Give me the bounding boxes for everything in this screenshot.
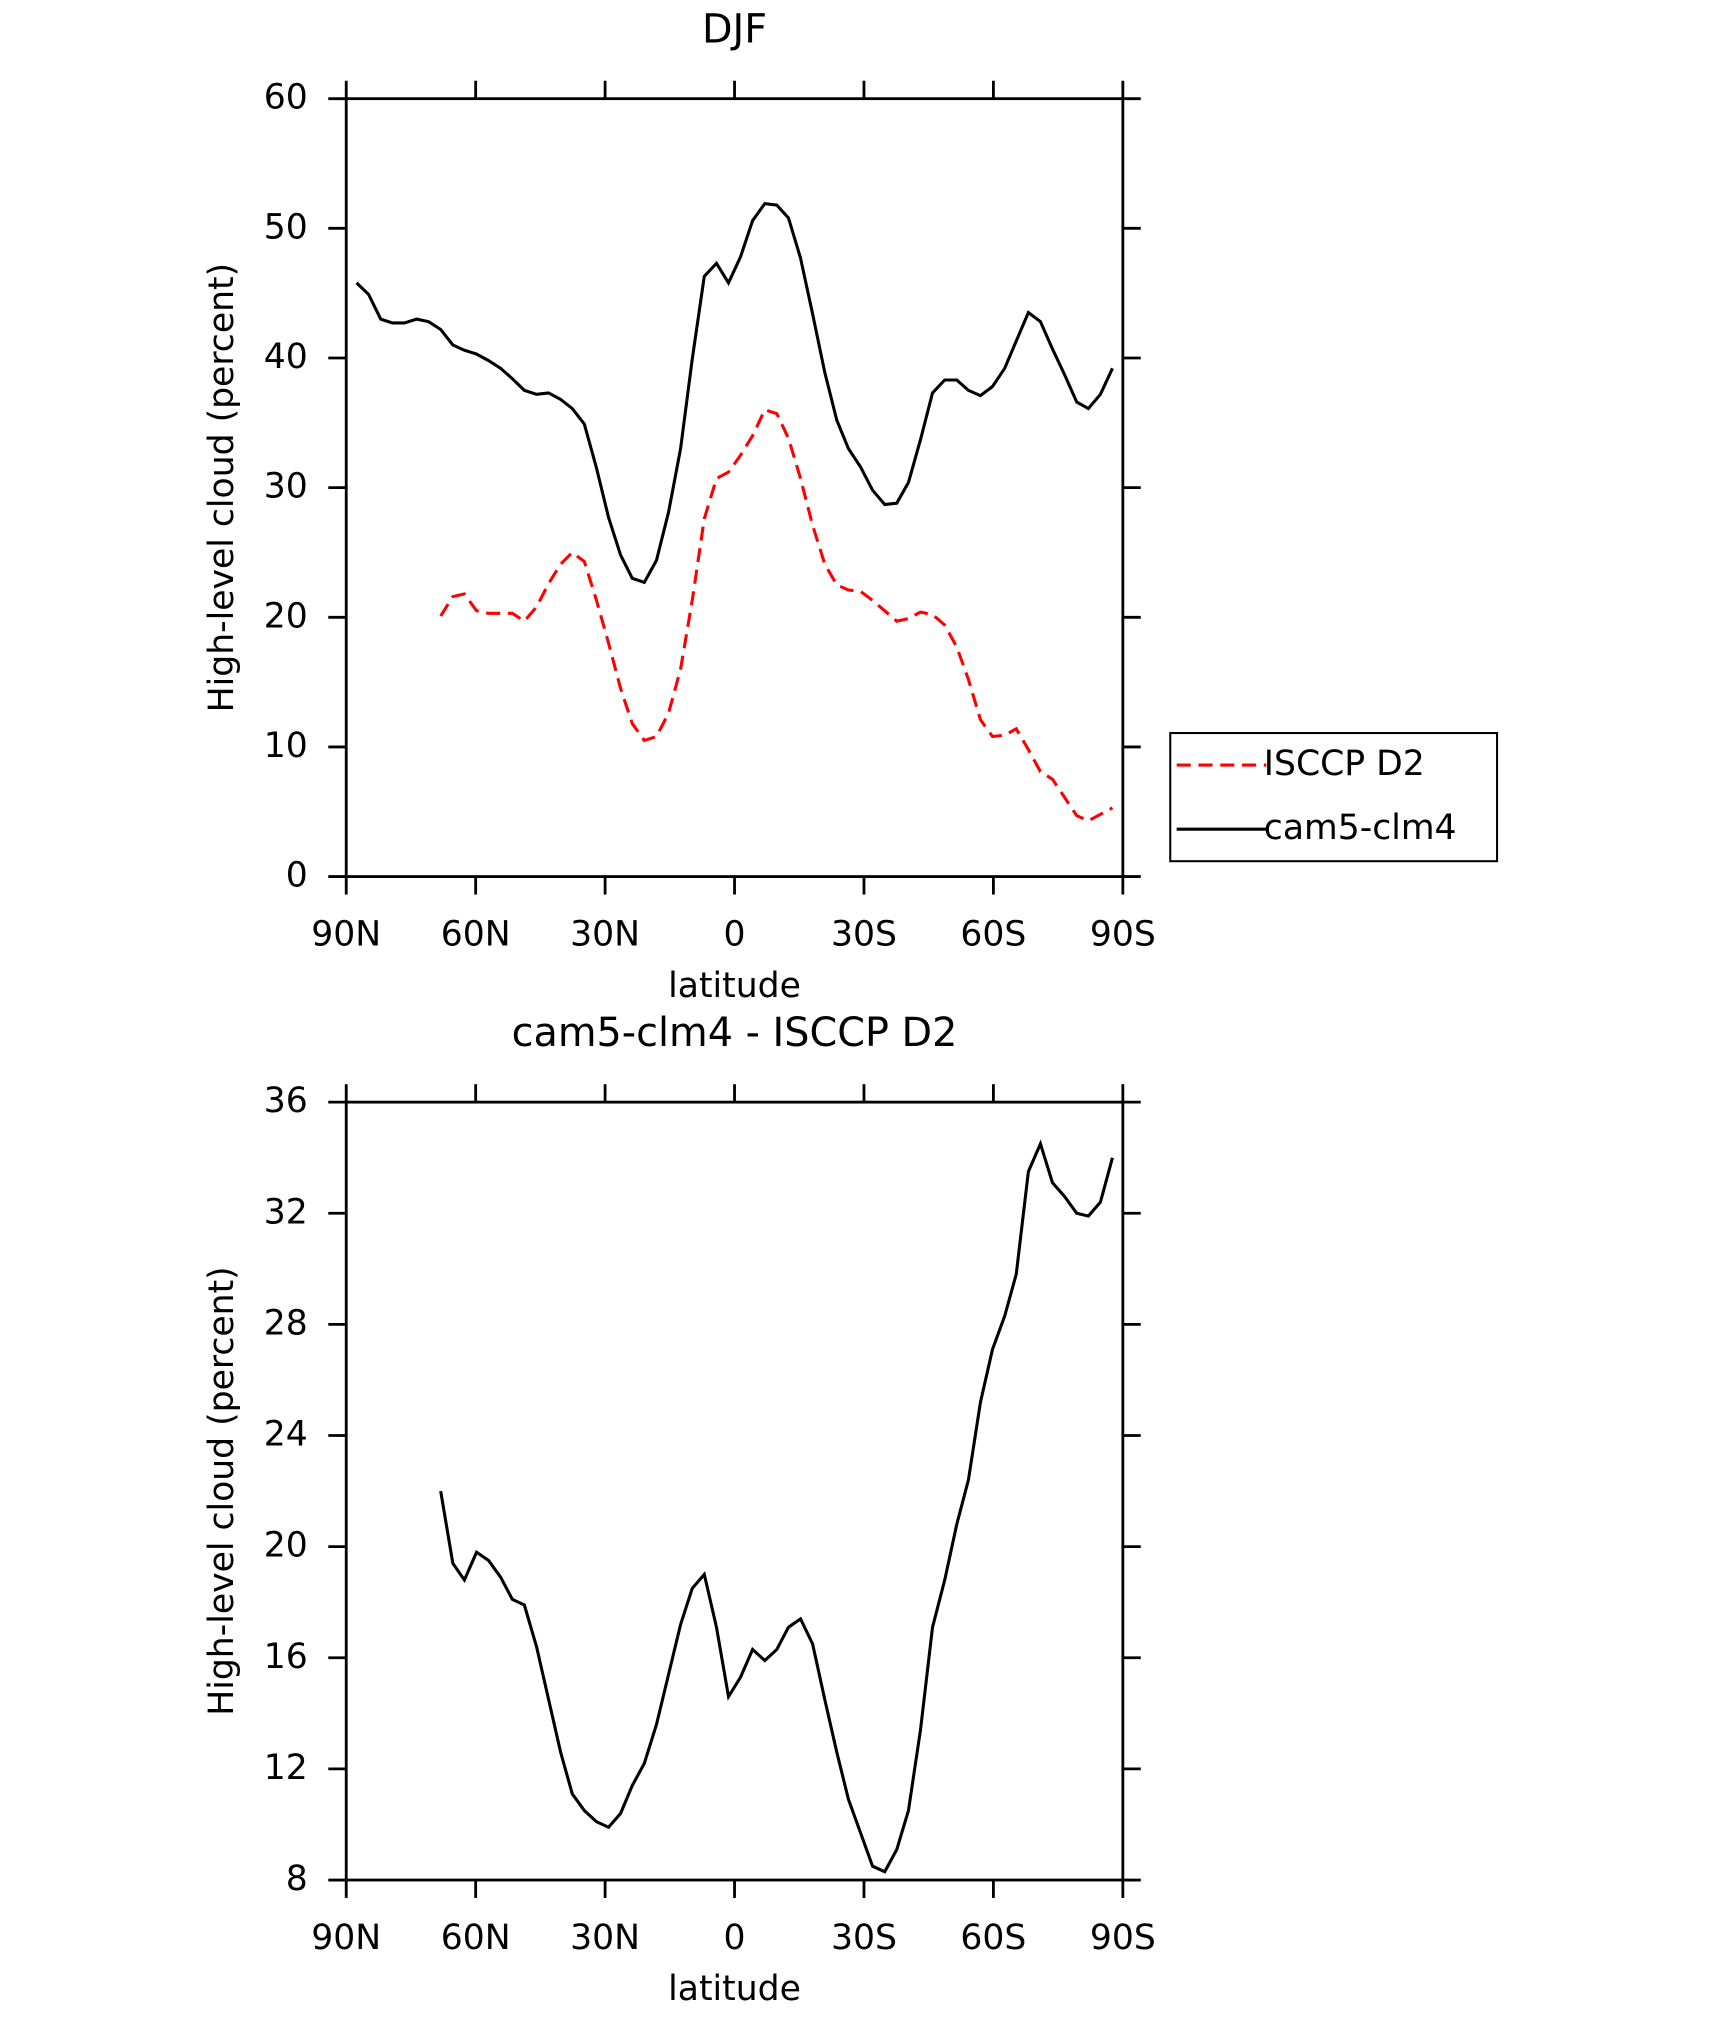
- x-tick-label: 0: [724, 1918, 746, 1958]
- x-tick-label: 30S: [831, 1918, 897, 1958]
- y-tick-label: 0: [286, 856, 308, 896]
- x-tick-label: 60S: [960, 915, 1026, 955]
- x-tick-label: 90S: [1090, 915, 1156, 955]
- x-tick-label: 90N: [311, 915, 381, 955]
- legend-box: [1169, 732, 1499, 863]
- y-tick-label: 50: [264, 207, 308, 247]
- x-tick-label: 30N: [570, 915, 640, 955]
- x-axis-label: latitude: [668, 966, 801, 1006]
- y-tick-label: 10: [264, 726, 308, 766]
- x-tick-label: 30N: [570, 1918, 640, 1958]
- y-tick-label: 24: [264, 1415, 308, 1455]
- y-axis-label: High-level cloud (percent): [202, 1266, 242, 1715]
- data-line: [439, 1139, 1114, 1874]
- x-tick-label: 90N: [311, 1918, 381, 1958]
- legend-label: ISCCP D2: [1264, 744, 1425, 784]
- y-tick-label: 32: [264, 1192, 308, 1232]
- y-tick-label: 20: [264, 596, 308, 636]
- chart-title: DJF: [702, 7, 767, 53]
- y-tick-label: 8: [286, 1859, 308, 1899]
- legend-label: cam5-clm4: [1264, 808, 1457, 848]
- y-tick-label: 60: [264, 78, 308, 118]
- y-tick-label: 36: [264, 1081, 308, 1121]
- x-tick-label: 60N: [441, 915, 511, 955]
- y-tick-label: 12: [264, 1748, 308, 1788]
- y-tick-label: 30: [264, 467, 308, 507]
- chart-title: cam5-clm4 - ISCCP D2: [512, 1010, 958, 1056]
- plot-frame: [344, 1100, 1125, 1882]
- plot-frame: [344, 97, 1125, 878]
- x-axis-label: latitude: [668, 1969, 801, 2009]
- x-tick-label: 60S: [960, 1918, 1026, 1958]
- y-tick-label: 28: [264, 1303, 308, 1343]
- y-tick-label: 20: [264, 1526, 308, 1566]
- y-tick-label: 16: [264, 1637, 308, 1677]
- y-axis-label: High-level cloud (percent): [202, 263, 242, 712]
- data-line: [355, 202, 1114, 585]
- y-tick-label: 40: [264, 337, 308, 377]
- data-line: [439, 407, 1114, 823]
- x-tick-label: 90S: [1090, 1918, 1156, 1958]
- x-tick-label: 60N: [441, 1918, 511, 1958]
- x-tick-label: 30S: [831, 915, 897, 955]
- x-tick-label: 0: [724, 915, 746, 955]
